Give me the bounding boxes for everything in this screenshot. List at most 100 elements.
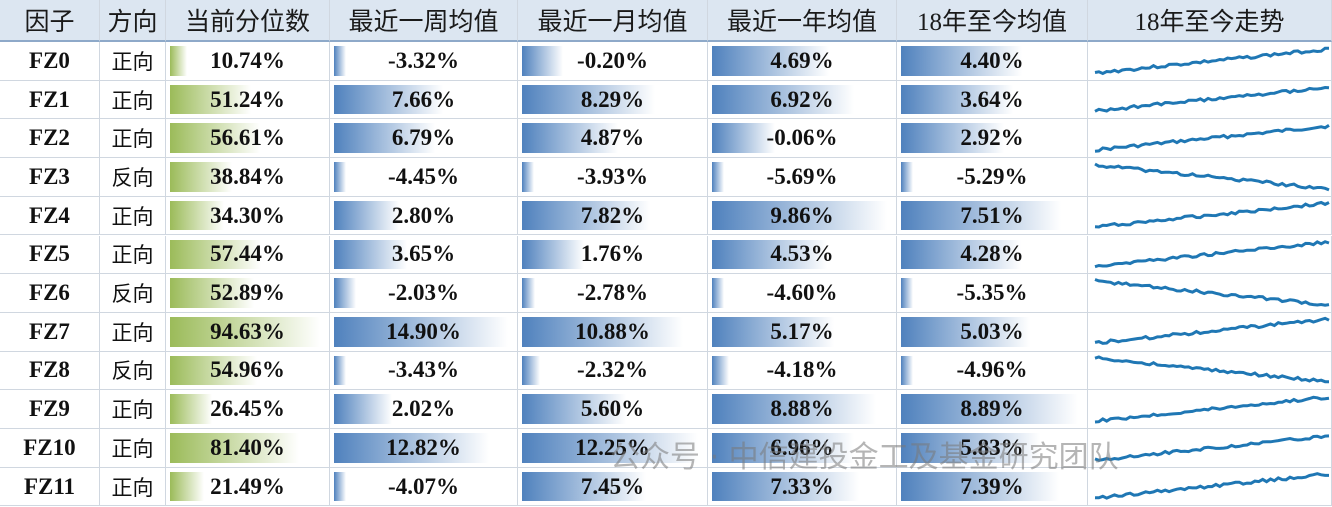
year-mean: 9.86% <box>708 196 897 236</box>
data-bar <box>170 433 300 463</box>
cell-text: 4.53% <box>770 241 834 267</box>
cell-text: 2.92% <box>960 125 1024 151</box>
data-bar <box>170 394 212 424</box>
data-bar <box>334 84 443 115</box>
sparkline-cell <box>1088 196 1332 236</box>
year-mean: 8.88% <box>708 390 897 429</box>
direction: 正向 <box>100 235 166 275</box>
data-bar <box>901 46 1023 76</box>
data-bar <box>522 471 646 502</box>
cell-text: 9.86% <box>770 202 834 228</box>
data-bar <box>334 278 356 308</box>
cell-text: 52.89% <box>210 280 285 306</box>
cell-text: 7.66% <box>391 86 456 112</box>
sparkline-cell <box>1088 274 1332 313</box>
cell-text: 81.40% <box>210 434 285 460</box>
cell-text: 正向 <box>111 320 154 345</box>
cell-text: 7.82% <box>580 202 645 228</box>
data-bar <box>170 200 225 231</box>
sparkline-path <box>1094 123 1330 153</box>
since18-mean: 4.28% <box>897 235 1088 275</box>
cell-text: 10.88% <box>575 318 650 344</box>
data-bar <box>334 162 346 192</box>
sparkline-cell <box>1088 467 1332 507</box>
data-bar <box>712 433 855 463</box>
sparkline-path <box>1093 277 1329 307</box>
sparkline-cell <box>1088 80 1332 120</box>
cell-text: -4.96% <box>956 357 1028 383</box>
cell-text: -2.78% <box>577 280 648 306</box>
header-text: 最近一月均值 <box>537 9 688 36</box>
cell-text: 正向 <box>111 49 154 74</box>
year-mean: -0.06% <box>708 119 897 159</box>
data-bar <box>901 200 1061 231</box>
data-bar <box>334 355 346 386</box>
cell-text: 4.40% <box>960 47 1024 73</box>
cell-text: -3.32% <box>388 47 459 73</box>
data-bar <box>901 239 1021 270</box>
year-mean: 6.96% <box>708 429 897 468</box>
sparkline-cell <box>1088 429 1332 468</box>
header-text: 最近一年均值 <box>726 9 877 36</box>
direction: 正向 <box>100 119 166 159</box>
cell-text: 反向 <box>111 165 154 190</box>
direction: 正向 <box>100 80 166 120</box>
cell-text: 正向 <box>111 398 154 423</box>
sparkline <box>1093 162 1330 191</box>
month-mean: 4.87% <box>518 119 708 159</box>
year-mean: -5.69% <box>708 158 897 197</box>
cell-text: FZ3 <box>29 163 70 189</box>
header-text: 18年至今均值 <box>916 9 1067 36</box>
data-bar <box>712 394 876 424</box>
cell-text: 4.87% <box>580 125 645 151</box>
percentile: 56.61% <box>166 119 330 159</box>
month-mean: 8.29% <box>518 80 708 120</box>
cell-text: 7.45% <box>580 473 645 499</box>
sparkline-cell <box>1088 312 1332 352</box>
cell-text: 正向 <box>111 243 154 268</box>
data-bar <box>901 123 1004 154</box>
data-bar <box>334 433 490 463</box>
cell-text: 反向 <box>111 359 154 384</box>
direction: 反向 <box>100 158 166 197</box>
data-bar <box>712 316 835 347</box>
sparkline-path <box>1094 46 1329 75</box>
header-text: 方向 <box>107 9 158 36</box>
cell-text: 正向 <box>111 475 154 500</box>
week-mean: 6.79% <box>330 119 518 159</box>
percentile: 51.24% <box>166 80 330 120</box>
cell-text: FZ10 <box>23 434 76 460</box>
data-bar <box>522 239 584 270</box>
sparkline-path <box>1094 240 1329 269</box>
week-mean: -2.03% <box>330 274 518 313</box>
sparkline-path <box>1093 433 1329 462</box>
sparkline-cell <box>1088 119 1332 159</box>
data-bar <box>712 123 776 154</box>
cell-text: -5.35% <box>956 280 1028 306</box>
year-mean: 5.17% <box>708 312 897 352</box>
direction: 正向 <box>100 312 166 352</box>
cell-text: 12.82% <box>386 434 461 460</box>
data-bar <box>901 355 913 386</box>
cell-text: 21.49% <box>210 473 285 499</box>
percentile: 52.89% <box>166 274 330 313</box>
cell-text: 94.63% <box>210 318 285 344</box>
data-bar <box>170 239 262 270</box>
data-bar <box>712 200 887 231</box>
cell-text: 14.90% <box>386 318 461 344</box>
sparkline <box>1094 123 1330 153</box>
cell-text: 2.02% <box>391 396 456 422</box>
data-bar <box>712 471 859 502</box>
cell-text: 5.03% <box>960 318 1024 344</box>
cell-text: -4.60% <box>766 280 838 306</box>
month-mean: 1.76% <box>518 235 708 275</box>
cell-text: 51.24% <box>210 86 285 112</box>
year-mean: -4.60% <box>708 274 897 313</box>
data-bar <box>170 46 188 76</box>
year-mean: 4.53% <box>708 235 897 275</box>
cell-text: -2.03% <box>388 280 459 306</box>
cell-text: 7.33% <box>770 473 834 499</box>
since18-mean: 7.39% <box>897 467 1088 507</box>
factor: FZ1 <box>0 80 100 120</box>
data-bar <box>901 278 913 308</box>
